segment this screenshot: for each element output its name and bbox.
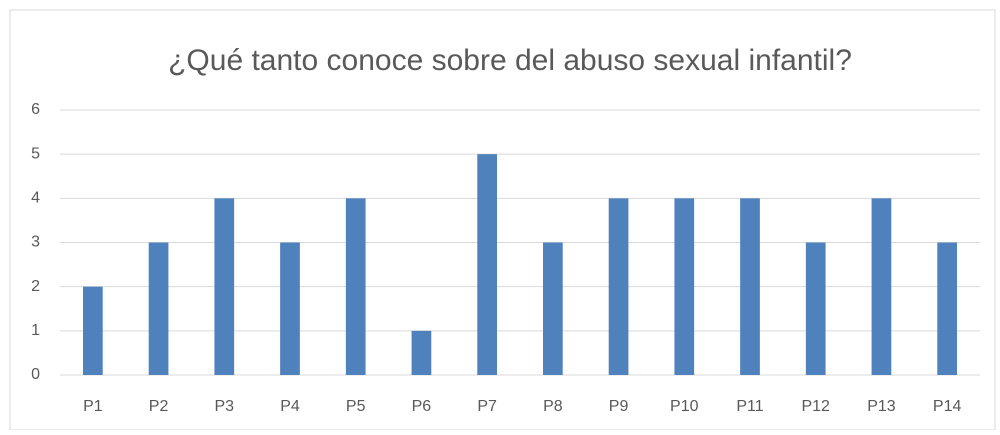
chart-frame xyxy=(9,9,996,431)
bar xyxy=(805,242,826,375)
y-tick-label: 6 xyxy=(31,101,40,118)
bar xyxy=(608,198,629,375)
x-tick-label: P13 xyxy=(867,398,896,415)
x-tick-label: P12 xyxy=(801,398,830,415)
x-tick-label: P2 xyxy=(149,398,169,415)
bar xyxy=(871,198,892,375)
bar xyxy=(345,198,366,375)
y-tick-label: 2 xyxy=(31,278,40,295)
bar xyxy=(214,198,235,375)
bar xyxy=(543,242,563,375)
bar xyxy=(280,242,300,375)
x-tick-label: P5 xyxy=(346,398,366,415)
bar xyxy=(674,198,695,375)
bar xyxy=(937,242,957,375)
x-tick-label: P10 xyxy=(670,398,699,415)
bar xyxy=(411,330,432,375)
y-tick-label: 4 xyxy=(31,190,40,207)
x-tick-label: P3 xyxy=(214,398,234,415)
bar xyxy=(740,198,760,375)
bar xyxy=(83,286,103,375)
x-tick-label: P7 xyxy=(477,398,497,415)
x-tick-label: P9 xyxy=(609,398,629,415)
chart-title: ¿Qué tanto conoce sobre del abuso sexual… xyxy=(168,44,852,77)
x-tick-label: P6 xyxy=(412,398,432,415)
x-tick-label: P14 xyxy=(933,398,962,415)
y-tick-label: 1 xyxy=(31,322,40,339)
bar xyxy=(148,242,169,375)
bar xyxy=(477,154,497,375)
x-tick-label: P11 xyxy=(736,398,763,415)
y-tick-label: 3 xyxy=(31,234,40,251)
x-tick-label: P8 xyxy=(543,398,563,415)
y-tick-label: 5 xyxy=(31,145,40,162)
x-tick-label: P4 xyxy=(280,398,300,415)
y-tick-label: 0 xyxy=(31,366,40,383)
x-tick-label: P1 xyxy=(83,398,103,415)
